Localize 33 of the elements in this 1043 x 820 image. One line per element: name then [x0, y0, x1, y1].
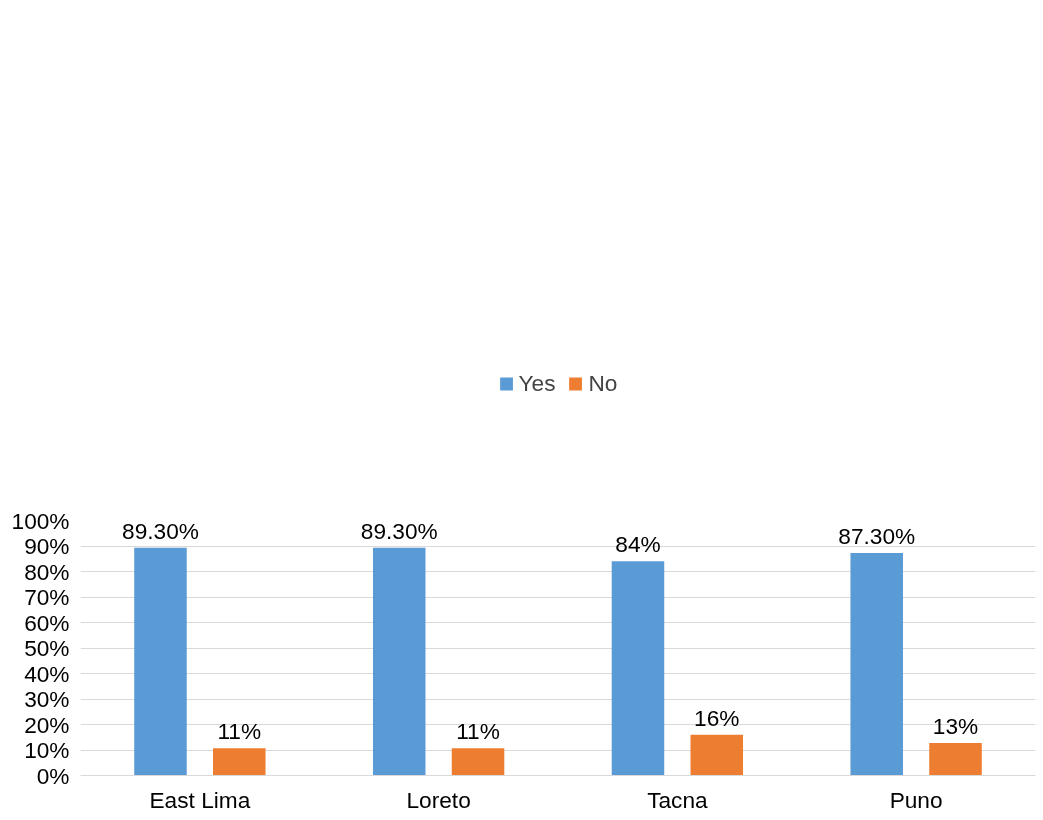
y-tick-label: 80% — [24, 558, 70, 585]
y-tick-label: 90% — [24, 533, 70, 559]
data-label: 87.30% — [838, 523, 916, 550]
bar — [134, 547, 187, 776]
x-tick-label: Loreto — [406, 786, 471, 813]
bar — [451, 748, 505, 776]
bar — [690, 734, 744, 776]
bar — [372, 547, 426, 776]
y-tick-label: 10% — [24, 737, 70, 763]
bar — [929, 743, 982, 776]
legend-label: No — [588, 369, 618, 397]
y-tick-label: 40% — [24, 660, 70, 687]
y-tick-label: 70% — [24, 584, 70, 610]
y-tick-label: 100% — [11, 507, 70, 534]
bar — [213, 748, 266, 776]
data-label: 11% — [456, 718, 500, 745]
y-tick-label: 60% — [24, 609, 70, 636]
data-label: 13% — [932, 713, 979, 740]
data-label: 84% — [615, 531, 661, 558]
y-tick-label: 30% — [24, 686, 70, 712]
y-tick-label: 20% — [24, 711, 70, 738]
legend-label: Yes — [518, 369, 556, 397]
bar — [611, 561, 665, 776]
y-tick-label: 0% — [36, 762, 70, 789]
data-label: 16% — [694, 704, 740, 731]
bar — [850, 552, 903, 776]
x-tick-label: East Lima — [149, 786, 251, 813]
data-label: 89.30% — [122, 517, 199, 544]
data-label: 11% — [217, 718, 262, 745]
x-tick-label: Puno — [889, 786, 943, 813]
data-label: 89.30% — [360, 517, 438, 544]
y-tick-label: 50% — [24, 635, 70, 661]
x-tick-label: Tacna — [647, 786, 708, 813]
